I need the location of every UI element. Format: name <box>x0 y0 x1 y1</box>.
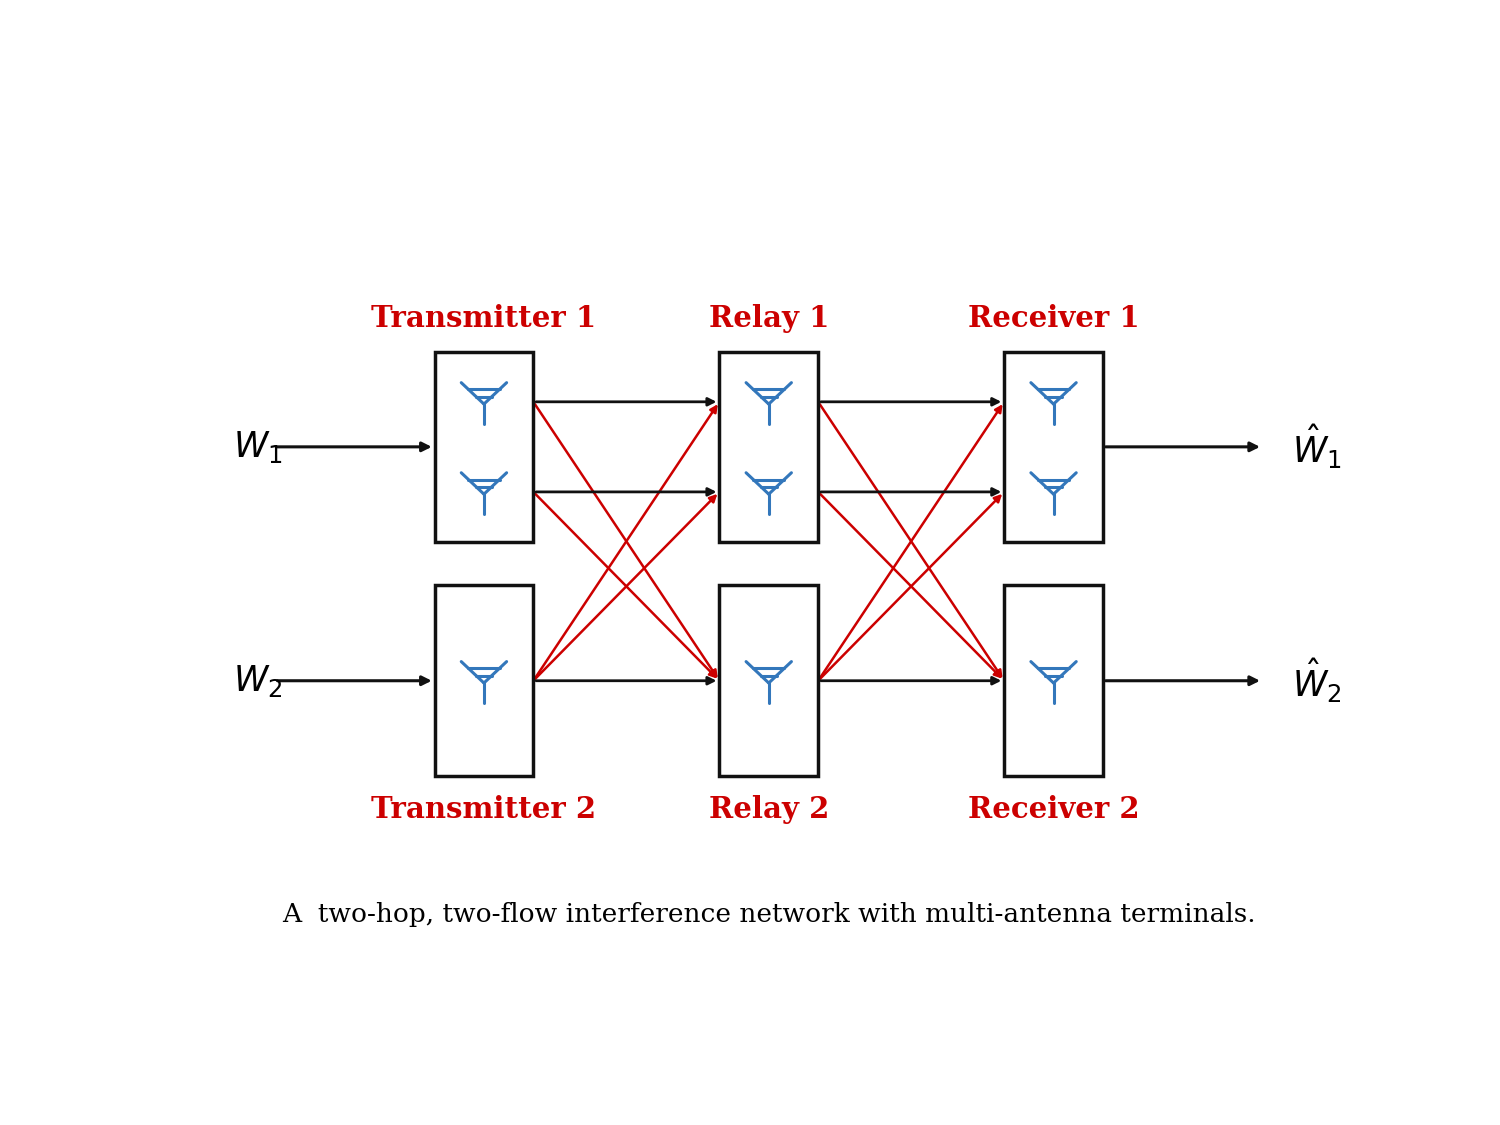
Bar <box>720 585 818 776</box>
Bar <box>1004 351 1102 542</box>
Text: Transmitter 2: Transmitter 2 <box>372 795 597 825</box>
Bar <box>435 351 534 542</box>
Text: Relay 1: Relay 1 <box>708 304 830 333</box>
Text: $W_1$: $W_1$ <box>232 429 282 465</box>
Text: $W_2$: $W_2$ <box>232 663 282 699</box>
Text: Transmitter 1: Transmitter 1 <box>372 304 597 333</box>
Bar <box>435 585 534 776</box>
Bar <box>1004 585 1102 776</box>
Text: Receiver 2: Receiver 2 <box>968 795 1140 825</box>
Text: $\hat{W}_1$: $\hat{W}_1$ <box>1292 422 1341 471</box>
Text: A  two-hop, two-flow interference network with multi-antenna terminals.: A two-hop, two-flow interference network… <box>282 902 1256 927</box>
Bar <box>720 351 818 542</box>
Text: Relay 2: Relay 2 <box>708 795 830 825</box>
Text: $\hat{W}_2$: $\hat{W}_2$ <box>1292 656 1341 705</box>
Text: Receiver 1: Receiver 1 <box>968 304 1140 333</box>
